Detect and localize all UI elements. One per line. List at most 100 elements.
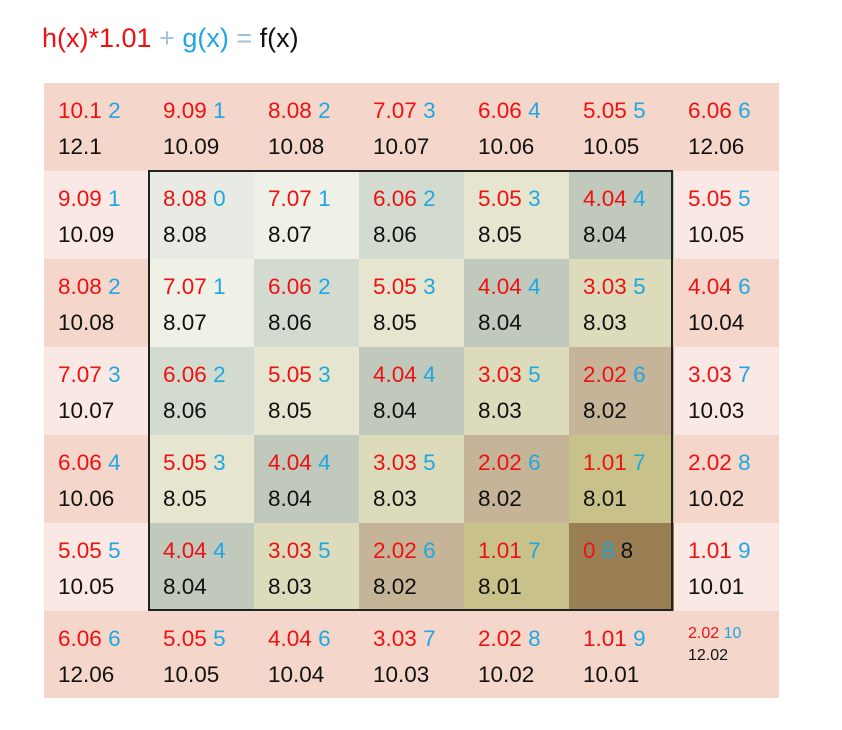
cell-g-value: 5 <box>633 274 646 299</box>
cell-h-value: 7.07 <box>373 98 417 123</box>
cell-f-value: 10.03 <box>688 398 745 423</box>
cell-h-value: 2.02 <box>373 538 417 563</box>
cell-f-value: 10.02 <box>688 486 745 511</box>
grid-cell: 10.1 2 12.1 <box>44 83 149 171</box>
cell-f-value: 8.07 <box>163 310 207 335</box>
cell-top-line: 6.06 2 <box>268 269 359 305</box>
cell-top-line: 5.05 5 <box>163 621 254 657</box>
cell-bottom-line: 10.01 <box>583 657 674 693</box>
cell-h-value: 0 <box>583 538 596 563</box>
cell-f-value: 10.02 <box>478 662 535 687</box>
grid-cell: 6.06 4 10.06 <box>464 83 569 171</box>
cell-g-value: 5 <box>108 538 121 563</box>
grid-cell: 1.01 9 10.01 <box>569 611 674 698</box>
cell-h-value: 3.03 <box>583 274 627 299</box>
cell-f-value: 10.05 <box>583 134 640 159</box>
cell-bottom-line: 10.05 <box>688 217 779 253</box>
formula-equals-sign: = <box>228 23 260 53</box>
cell-bottom-line: 10.09 <box>58 217 149 253</box>
cell-g-value: 9 <box>633 626 646 651</box>
cell-h-value: 8.08 <box>58 274 102 299</box>
cell-top-line: 2.02 6 <box>583 357 674 393</box>
cell-bottom-line: 10.05 <box>583 129 674 165</box>
grid-cell: 7.07 1 8.07 <box>149 259 254 347</box>
formula-h-term: h(x)*1.01 <box>42 23 152 53</box>
cell-h-value: 2.02 <box>478 450 522 475</box>
cell-g-value: 3 <box>318 362 331 387</box>
grid-cell: 2.02 6 8.02 <box>359 523 464 611</box>
cell-h-value: 5.05 <box>163 626 207 651</box>
cell-g-value: 6 <box>318 626 331 651</box>
cell-g-value: 3 <box>528 186 541 211</box>
grid-cell: 2.02 8 10.02 <box>464 611 569 698</box>
cell-g-value: 1 <box>213 274 226 299</box>
grid-cell: 1.01 7 8.01 <box>464 523 569 611</box>
cell-f-value: 8.02 <box>373 574 417 599</box>
cell-f-value: 10.04 <box>268 662 325 687</box>
cell-bottom-line: 10.07 <box>373 129 464 165</box>
grid-cell: 9.09 1 10.09 <box>44 171 149 259</box>
cell-g-value: 8 <box>528 626 541 651</box>
cell-top-line: 5.05 3 <box>478 181 569 217</box>
cell-top-line: 1.01 7 <box>478 533 569 569</box>
cell-top-line: 0 8 8 <box>583 533 674 569</box>
cell-g-value: 6 <box>738 274 751 299</box>
cell-h-value: 5.05 <box>268 362 312 387</box>
grid-cell: 7.07 1 8.07 <box>254 171 359 259</box>
cell-bottom-line: 8.05 <box>373 305 464 341</box>
cell-g-value: 6 <box>528 450 541 475</box>
cell-bottom-line: 8.07 <box>268 217 359 253</box>
cell-bottom-line: 8.06 <box>373 217 464 253</box>
cell-f-value: 8.04 <box>478 310 522 335</box>
cell-f-value: 8.05 <box>163 486 207 511</box>
cell-f-value: 8.02 <box>478 486 522 511</box>
cell-g-value: 7 <box>633 450 646 475</box>
cell-h-value: 2.02 <box>688 625 720 642</box>
cell-h-value: 4.04 <box>163 538 207 563</box>
grid-cell: 4.04 4 8.04 <box>254 435 359 523</box>
cell-g-value: 3 <box>213 450 226 475</box>
cell-g-value: 1 <box>213 98 226 123</box>
grid-cell: 4.04 6 10.04 <box>674 259 779 347</box>
grid-cell: 6.06 6 12.06 <box>674 83 779 171</box>
cell-f-value: 8.04 <box>373 398 417 423</box>
cell-g-value: 8 <box>738 450 751 475</box>
grid-cell: 5.05 5 10.05 <box>569 83 674 171</box>
cell-g-value: 7 <box>738 362 751 387</box>
cell-bottom-line: 8.04 <box>268 481 359 517</box>
cell-bottom-line: 8.03 <box>373 481 464 517</box>
cell-top-line: 6.06 4 <box>58 445 149 481</box>
cell-h-value: 3.03 <box>373 450 417 475</box>
cell-f-value: 10.08 <box>58 310 115 335</box>
grid-cell: 6.06 2 8.06 <box>149 347 254 435</box>
cell-h-value: 5.05 <box>688 186 732 211</box>
cell-bottom-line: 8.08 <box>163 217 254 253</box>
cell-top-line: 2.02 6 <box>478 445 569 481</box>
cell-bottom-line: 10.05 <box>163 657 254 693</box>
cell-g-value: 8 <box>601 538 615 563</box>
grid-cell: 6.06 2 8.06 <box>359 171 464 259</box>
cell-bottom-line: 10.07 <box>58 393 149 429</box>
cell-top-line: 4.04 4 <box>268 445 359 481</box>
cell-bottom-line: 8.07 <box>163 305 254 341</box>
cell-g-value: 6 <box>423 538 436 563</box>
cell-f-value: 10.06 <box>478 134 535 159</box>
grid-cell: 7.07 3 10.07 <box>359 83 464 171</box>
cell-g-value: 10 <box>723 625 742 642</box>
cell-top-line: 5.05 3 <box>163 445 254 481</box>
cell-f-value: 10.05 <box>163 662 220 687</box>
grid-cell: 8.08 0 8.08 <box>149 171 254 259</box>
cell-h-value: 8.08 <box>268 98 312 123</box>
grid-cell: 3.03 5 8.03 <box>569 259 674 347</box>
cell-f-value: 8.03 <box>268 574 312 599</box>
grid-cell: 1.01 7 8.01 <box>569 435 674 523</box>
cell-top-line: 7.07 1 <box>163 269 254 305</box>
cell-g-value: 5 <box>528 362 541 387</box>
cell-f-value: 8.05 <box>478 222 522 247</box>
grid-cell: 2.02 6 8.02 <box>569 347 674 435</box>
cell-bottom-line: 10.08 <box>58 305 149 341</box>
cell-g-value: 2 <box>318 98 331 123</box>
cell-bottom-line: 10.02 <box>478 657 569 693</box>
cell-top-line: 4.04 4 <box>373 357 464 393</box>
cell-bottom-line: 8.06 <box>268 305 359 341</box>
